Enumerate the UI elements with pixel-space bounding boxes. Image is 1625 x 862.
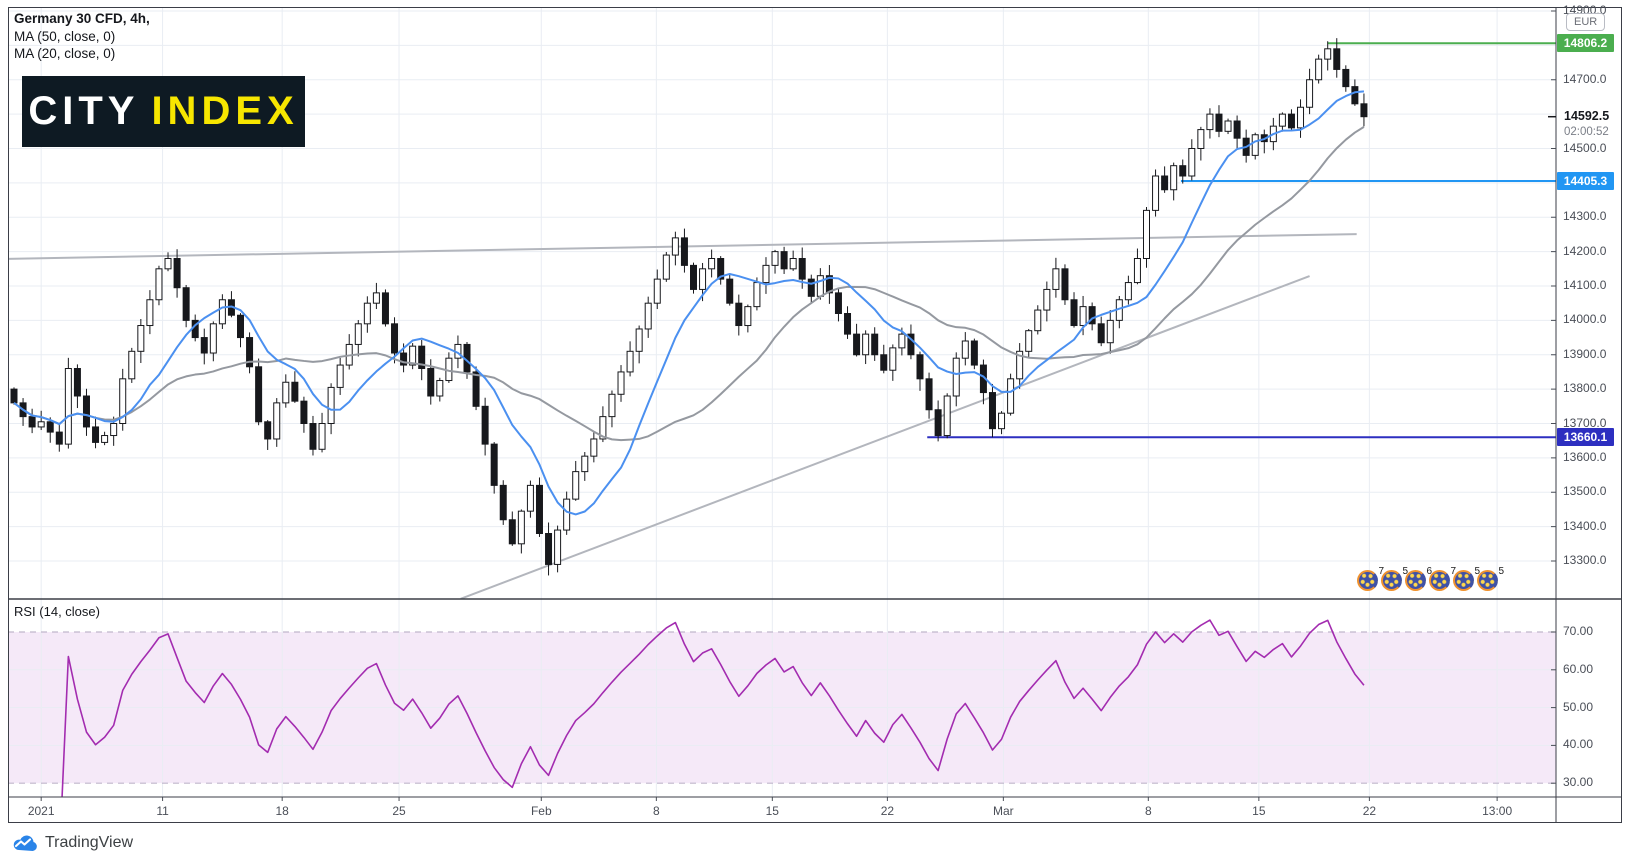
price-tick-label: 13900.0 [1563, 346, 1607, 361]
price-tick-label: 14200.0 [1563, 243, 1607, 258]
tradingview-label: TradingView [45, 834, 134, 851]
price-tick-label: 14000.0 [1563, 312, 1607, 327]
price-tick-label: 14700.0 [1563, 71, 1607, 86]
symbol-legend[interactable]: Germany 30 CFD, 4h, MA (50, close, 0) MA… [14, 10, 150, 63]
last-price-label: 14592.5 [1562, 107, 1612, 124]
support-price-label: 14405.3 [1557, 172, 1614, 191]
economic-event-icon[interactable]: 6 [1405, 566, 1432, 591]
price-tick-label: 13400.0 [1563, 518, 1607, 533]
price-tick-label: 14500.0 [1563, 140, 1607, 155]
tradingview-brand[interactable]: TradingView [12, 834, 133, 852]
ma50-legend: MA (50, close, 0) [14, 28, 116, 44]
economic-event-icon[interactable]: 7 [1357, 566, 1384, 591]
time-tick-label: 11 [156, 804, 169, 818]
event-count-badge: 7 [1378, 566, 1384, 577]
price-tick-label: 14300.0 [1563, 209, 1607, 224]
time-tick-label: 18 [275, 804, 289, 818]
time-tick-label: 25 [392, 804, 406, 818]
time-tick-label: 22 [1362, 804, 1377, 818]
time-tick-label: 8 [653, 804, 660, 818]
price-tick-label: 13700.0 [1563, 415, 1607, 430]
tradingview-icon [13, 835, 37, 851]
rsi-tick-label: 60.00 [1563, 661, 1594, 676]
time-tick-label: 15 [1252, 804, 1266, 818]
economic-event-icon[interactable]: 5 [1477, 566, 1504, 591]
price-tick-label: 13800.0 [1563, 381, 1607, 396]
time-tick-label: Feb [530, 804, 552, 818]
event-count-badge: 5 [1474, 566, 1480, 577]
price-tick-label: 14100.0 [1563, 278, 1607, 292]
rsi-tick-label: 30.00 [1563, 775, 1594, 790]
city-index-logo: CITY INDEX [22, 76, 305, 147]
event-count-badge: 5 [1402, 566, 1408, 577]
price-tick-label: 13300.0 [1563, 553, 1607, 567]
time-tick-label: 22 [880, 804, 895, 818]
ma20-legend: MA (20, close, 0) [14, 46, 116, 61]
symbol-title: Germany 30 CFD, 4h, [14, 11, 150, 26]
rsi-tick-label: 40.00 [1563, 737, 1594, 752]
event-count-badge: 7 [1450, 566, 1456, 577]
time-tick-label: 13:00 [1482, 804, 1513, 818]
resistance-price-label: 14806.2 [1557, 34, 1614, 53]
time-tick-label: 8 [1144, 804, 1152, 818]
rsi-tick-label: 70.00 [1563, 624, 1594, 638]
logo-index-text: INDEX [151, 89, 299, 133]
price-tick-label: 13500.0 [1563, 484, 1607, 499]
time-tick-label: 2021 [27, 804, 55, 818]
currency-button[interactable]: EUR [1566, 13, 1606, 31]
event-count-badge: 6 [1426, 566, 1432, 577]
economic-event-icon[interactable]: 5 [1381, 566, 1408, 591]
economic-event-icon[interactable]: 5 [1453, 566, 1480, 591]
lower-support-price-label: 13660.1 [1557, 428, 1614, 447]
price-tick-label: 13600.0 [1563, 449, 1607, 464]
time-tick-label: 15 [765, 804, 779, 818]
event-count-badge: 5 [1498, 566, 1504, 577]
rsi-legend[interactable]: RSI (14, close) [14, 604, 100, 619]
bar-countdown: 02:00:52 [1564, 125, 1609, 138]
rsi-tick-label: 50.00 [1563, 699, 1594, 714]
time-tick-label: Mar [993, 804, 1014, 818]
logo-city-text: CITY [28, 89, 140, 133]
economic-event-icon[interactable]: 7 [1429, 566, 1456, 591]
